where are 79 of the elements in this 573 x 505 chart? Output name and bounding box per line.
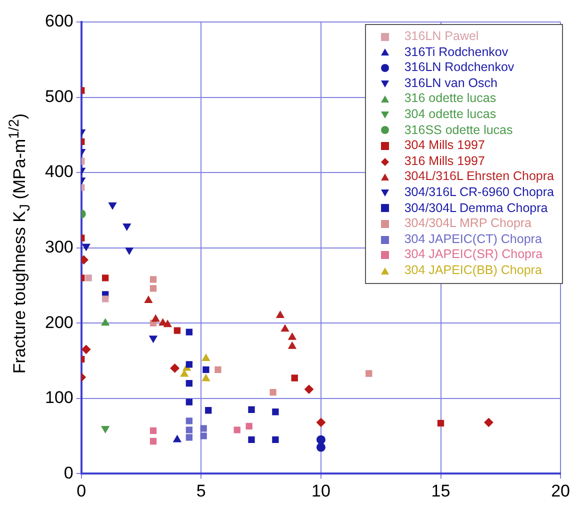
point <box>150 427 157 434</box>
legend-label: 304/304L Demma Chopra <box>404 200 548 216</box>
x-tick-label: 0 <box>76 481 86 500</box>
y-tick-label: 400 <box>44 162 74 182</box>
point <box>186 434 193 441</box>
point <box>205 407 212 414</box>
legend-label: 316 odette lucas <box>404 91 496 107</box>
legend-label: 304/304L MRP Chopra <box>404 216 532 232</box>
point <box>170 364 180 373</box>
point <box>82 244 90 251</box>
point <box>164 320 172 328</box>
point <box>248 406 255 413</box>
point <box>366 370 372 377</box>
legend-label: 316LN Pawel <box>404 29 479 45</box>
point <box>270 388 276 396</box>
legend-label: 304L/316L Ehrsten Chopra <box>404 169 554 185</box>
point <box>272 436 279 444</box>
legend-label: 304/316L CR-6960 Chopra <box>404 184 554 201</box>
legend-label: 304 JAPEIC(BB) Chopra <box>404 262 542 278</box>
point <box>85 274 92 282</box>
point <box>288 332 296 340</box>
point <box>122 223 131 230</box>
point <box>101 426 110 433</box>
point <box>272 408 279 416</box>
point <box>150 276 157 283</box>
point <box>316 435 326 444</box>
point <box>316 442 326 452</box>
point <box>202 374 210 382</box>
x-tick-label: 10 <box>311 481 330 500</box>
legend-label: 316Ti Rodchenkov <box>404 44 508 60</box>
point <box>186 418 193 424</box>
point <box>484 418 494 427</box>
legend-label: 304 Mills 1997 <box>404 138 485 154</box>
point <box>173 435 182 442</box>
point <box>202 354 210 361</box>
point <box>200 432 207 440</box>
point <box>186 426 193 434</box>
point <box>101 318 110 326</box>
legend-label: 316 Mills 1997 <box>404 154 485 170</box>
point <box>152 314 160 322</box>
legend-label: 316LN van Osch <box>404 76 498 92</box>
x-tick-label: 5 <box>196 481 206 500</box>
point <box>248 436 255 444</box>
legend-label: 316LN Rodchenkov <box>404 60 514 76</box>
legend-label: 304 JAPEIC(CT) Chopra <box>404 232 542 248</box>
y-tick-label: 100 <box>44 388 74 408</box>
point <box>186 328 193 336</box>
y-tick-label: 0 <box>64 463 74 482</box>
point <box>150 285 157 292</box>
point <box>144 296 152 303</box>
point <box>304 384 314 394</box>
y-tick-label: 500 <box>44 86 74 106</box>
point <box>200 425 207 432</box>
point <box>186 398 193 406</box>
legend-label: 304 odette lucas <box>404 106 496 123</box>
point <box>214 366 222 374</box>
y-tick-label: 600 <box>44 12 74 31</box>
point <box>158 318 167 326</box>
x-tick-label: 15 <box>431 481 450 500</box>
point <box>316 418 326 427</box>
y-tick-label: 300 <box>44 237 74 256</box>
point <box>108 202 116 210</box>
point <box>202 366 210 374</box>
point <box>82 344 91 354</box>
point <box>150 438 157 445</box>
point <box>234 426 240 434</box>
point <box>149 336 158 343</box>
point <box>288 342 296 349</box>
point <box>276 311 284 318</box>
x-tick-label: 20 <box>551 481 570 500</box>
legend-label: 316SS odette lucas <box>404 122 513 138</box>
point <box>186 380 193 387</box>
legend-label: 304 JAPEIC(SR) Chopra <box>404 247 543 263</box>
point <box>246 422 252 430</box>
point <box>281 324 289 332</box>
point <box>186 361 193 368</box>
y-tick-label: 200 <box>44 312 74 332</box>
point <box>180 370 188 377</box>
point <box>125 248 134 255</box>
